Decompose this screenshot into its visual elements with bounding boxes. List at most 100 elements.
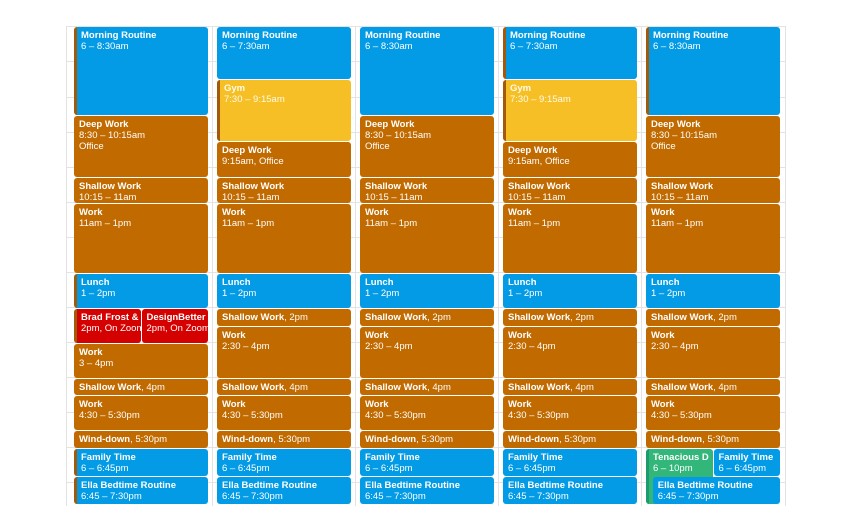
calendar-event[interactable]: Wind-down, 5:30pm — [217, 431, 351, 448]
calendar-event[interactable]: Work 4:30 – 5:30pm — [74, 396, 208, 430]
event-title: Ella Bedtime Routine — [365, 480, 461, 491]
calendar-event[interactable]: Shallow Work 10:15 – 11am — [217, 178, 351, 203]
calendar-event[interactable]: Shallow Work, 4pm — [74, 379, 208, 395]
calendar-event[interactable]: Wind-down, 5:30pm — [360, 431, 494, 448]
calendar-event[interactable]: Deep Work 8:30 – 10:15am Office — [646, 116, 780, 177]
event-title: Wind-down — [79, 434, 131, 445]
event-time: 6 – 10pm — [653, 463, 693, 474]
calendar-event[interactable]: Family Time 6 – 6:45pm — [503, 449, 637, 476]
calendar-event[interactable]: Shallow Work, 4pm — [503, 379, 637, 395]
event-time: , 4pm — [427, 382, 451, 393]
calendar-event[interactable]: Shallow Work, 2pm — [503, 309, 637, 326]
event-time: , 5:30pm — [416, 434, 454, 445]
calendar-event[interactable]: Family Time 6 – 6:45pm — [360, 449, 494, 476]
event-time: , 5:30pm — [702, 434, 740, 445]
calendar-event[interactable]: Lunch 1 – 2pm — [646, 274, 780, 308]
calendar-event[interactable]: Deep Work 8:30 – 10:15am Office — [74, 116, 208, 177]
event-time: 6 – 8:30am — [81, 41, 129, 52]
event-time: 6 – 6:45pm — [365, 463, 413, 474]
calendar-event[interactable]: Lunch 1 – 2pm — [360, 274, 494, 308]
calendar-event[interactable]: Work 2:30 – 4pm — [646, 327, 780, 378]
calendar-event[interactable]: Brad Frost & Da2pm, On Zoom.u — [74, 309, 141, 343]
calendar-event[interactable]: Gym 7:30 – 9:15am — [217, 80, 351, 141]
calendar-event[interactable]: Ella Bedtime Routine 6:45 – 7:30pm — [503, 477, 637, 504]
calendar-event[interactable]: Shallow Work 10:15 – 11am — [646, 178, 780, 203]
calendar-event[interactable]: Deep Work 9:15am, Office — [503, 142, 637, 177]
calendar-event[interactable]: Morning Routine 6 – 8:30am — [646, 27, 780, 115]
calendar-event[interactable]: Shallow Work 10:15 – 11am — [360, 178, 494, 203]
calendar-event[interactable]: Family Time 6 – 6:45pm — [217, 449, 351, 476]
calendar-event[interactable]: Work 3 – 4pm — [74, 344, 208, 378]
event-time: 8:30 – 10:15am — [79, 130, 146, 141]
event-time: 11am – 1pm — [651, 218, 704, 229]
event-title: Shallow Work — [508, 312, 571, 323]
event-time: , 5:30pm — [273, 434, 311, 445]
calendar-event[interactable]: Morning Routine 6 – 8:30am — [74, 27, 208, 115]
event-time: 10:15 – 11am — [651, 192, 709, 203]
event-time: 6 – 8:30am — [653, 41, 701, 52]
calendar-event[interactable]: Work 2:30 – 4pm — [503, 327, 637, 378]
event-time: 2pm, On Zoom.u — [146, 323, 209, 334]
calendar-event[interactable]: Wind-down, 5:30pm — [646, 431, 780, 448]
calendar-event[interactable]: Deep Work 9:15am, Office — [217, 142, 351, 177]
calendar-event[interactable]: Morning Routine 6 – 8:30am — [360, 27, 494, 115]
calendar-event[interactable]: Gym 7:30 – 9:15am — [503, 80, 637, 141]
event-title: Family Time — [365, 452, 420, 463]
event-time: , 5:30pm — [559, 434, 597, 445]
calendar-event[interactable]: Shallow Work, 4pm — [360, 379, 494, 395]
event-title: Work — [365, 207, 389, 218]
calendar-event[interactable]: Work 4:30 – 5:30pm — [360, 396, 494, 430]
event-time: 2:30 – 4pm — [222, 341, 270, 352]
calendar-event[interactable]: Work 11am – 1pm — [217, 204, 351, 273]
calendar-event[interactable]: Morning Routine 6 – 7:30am — [503, 27, 637, 79]
calendar-event[interactable]: Family Time 6 – 6:45pm — [74, 449, 208, 476]
event-location: Office — [651, 141, 676, 152]
calendar-event[interactable]: Shallow Work, 4pm — [217, 379, 351, 395]
calendar-event[interactable]: Work 11am – 1pm — [646, 204, 780, 273]
calendar-event[interactable]: Shallow Work 10:15 – 11am — [503, 178, 637, 203]
calendar-event[interactable]: Ella Bedtime Routine 6:45 – 7:30pm — [360, 477, 494, 504]
calendar-event[interactable]: Work 4:30 – 5:30pm — [503, 396, 637, 430]
event-title: Lunch — [222, 277, 251, 288]
day-divider — [498, 26, 499, 506]
calendar-event[interactable]: Work 2:30 – 4pm — [217, 327, 351, 378]
event-title: Shallow Work — [365, 382, 428, 393]
calendar-event[interactable]: Work 2:30 – 4pm — [360, 327, 494, 378]
calendar-event[interactable]: DesignBetter Po2pm, On Zoom.u — [141, 309, 209, 343]
event-title: Wind-down — [222, 434, 274, 445]
event-time: , 4pm — [570, 382, 594, 393]
calendar-event[interactable]: Work 11am – 1pm — [503, 204, 637, 273]
event-time: , 4pm — [141, 382, 165, 393]
calendar-event[interactable]: Morning Routine 6 – 7:30am — [217, 27, 351, 79]
event-time: 4:30 – 5:30pm — [79, 410, 140, 421]
event-title: Work — [222, 399, 246, 410]
calendar-event[interactable]: Shallow Work, 2pm — [217, 309, 351, 326]
calendar-event[interactable]: Wind-down, 5:30pm — [74, 431, 208, 448]
calendar-event[interactable]: Shallow Work, 4pm — [646, 379, 780, 395]
event-time: 10:15 – 11am — [508, 192, 566, 203]
event-title: Work — [79, 207, 103, 218]
calendar-event[interactable]: Ella Bedtime Routine 6:45 – 7:30pm — [217, 477, 351, 504]
calendar-event[interactable]: Ella Bedtime Routine 6:45 – 7:30pm — [652, 477, 780, 504]
calendar-event[interactable]: Shallow Work 10:15 – 11am — [74, 178, 208, 203]
calendar-event[interactable]: Shallow Work, 2pm — [360, 309, 494, 326]
calendar-event[interactable]: Deep Work 8:30 – 10:15am Office — [360, 116, 494, 177]
event-title: Shallow Work — [222, 312, 285, 323]
calendar-event[interactable]: Wind-down, 5:30pm — [503, 431, 637, 448]
event-title: Deep Work — [79, 119, 129, 130]
calendar-event[interactable]: Work 11am – 1pm — [360, 204, 494, 273]
calendar-event[interactable]: Work 4:30 – 5:30pm — [646, 396, 780, 430]
calendar-event[interactable]: Work 11am – 1pm — [74, 204, 208, 273]
day-divider — [785, 26, 786, 506]
calendar-event[interactable]: Ella Bedtime Routine 6:45 – 7:30pm — [74, 477, 208, 504]
calendar-event[interactable]: Lunch 1 – 2pm — [74, 274, 208, 308]
calendar-event[interactable]: Lunch 1 – 2pm — [503, 274, 637, 308]
event-title: Shallow Work — [365, 312, 428, 323]
calendar-event[interactable]: Family Time 6 – 6:45pm — [713, 449, 780, 476]
calendar-event[interactable]: Lunch 1 – 2pm — [217, 274, 351, 308]
calendar-event[interactable]: Work 4:30 – 5:30pm — [217, 396, 351, 430]
event-time: 10:15 – 11am — [222, 192, 280, 203]
event-title: Work — [222, 207, 246, 218]
calendar-event[interactable]: Shallow Work, 2pm — [646, 309, 780, 326]
event-title: Lunch — [81, 277, 110, 288]
